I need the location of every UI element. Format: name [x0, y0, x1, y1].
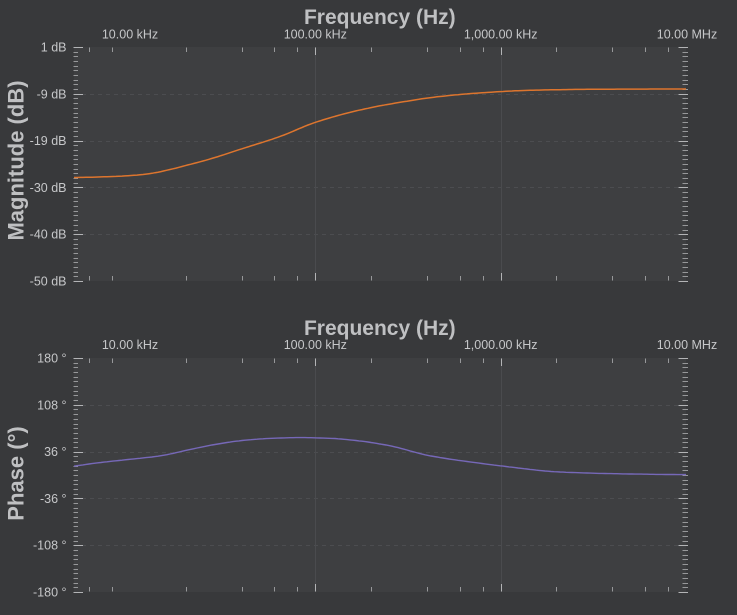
svg-text:36 °: 36 ° — [44, 445, 66, 459]
svg-text:10.00 kHz: 10.00 kHz — [102, 28, 158, 42]
svg-text:Phase (°): Phase (°) — [4, 426, 29, 520]
svg-text:-40 dB: -40 dB — [30, 228, 67, 242]
svg-text:1,000.00 kHz: 1,000.00 kHz — [464, 28, 538, 42]
svg-text:180 °: 180 ° — [37, 352, 66, 366]
svg-text:Frequency (Hz): Frequency (Hz) — [304, 6, 456, 29]
svg-text:100.00 kHz: 100.00 kHz — [284, 338, 347, 352]
svg-text:-30 dB: -30 dB — [30, 181, 67, 195]
svg-text:10.00 kHz: 10.00 kHz — [102, 338, 158, 352]
svg-text:1 dB: 1 dB — [41, 41, 67, 55]
svg-text:-50 dB: -50 dB — [30, 275, 67, 289]
svg-text:-180 °: -180 ° — [33, 586, 67, 600]
svg-text:-36 °: -36 ° — [40, 492, 67, 506]
svg-text:10.00 MHz: 10.00 MHz — [657, 338, 717, 352]
svg-text:100.00 kHz: 100.00 kHz — [284, 28, 347, 42]
svg-text:Magnitude (dB): Magnitude (dB) — [4, 80, 29, 240]
svg-text:10.00 MHz: 10.00 MHz — [657, 28, 717, 42]
svg-text:-9 dB: -9 dB — [37, 87, 67, 101]
svg-text:-108 °: -108 ° — [33, 539, 67, 553]
svg-text:1,000.00 kHz: 1,000.00 kHz — [464, 338, 538, 352]
svg-text:-19 dB: -19 dB — [30, 134, 67, 148]
svg-text:108 °: 108 ° — [37, 398, 66, 412]
svg-text:Frequency (Hz): Frequency (Hz) — [304, 317, 456, 340]
